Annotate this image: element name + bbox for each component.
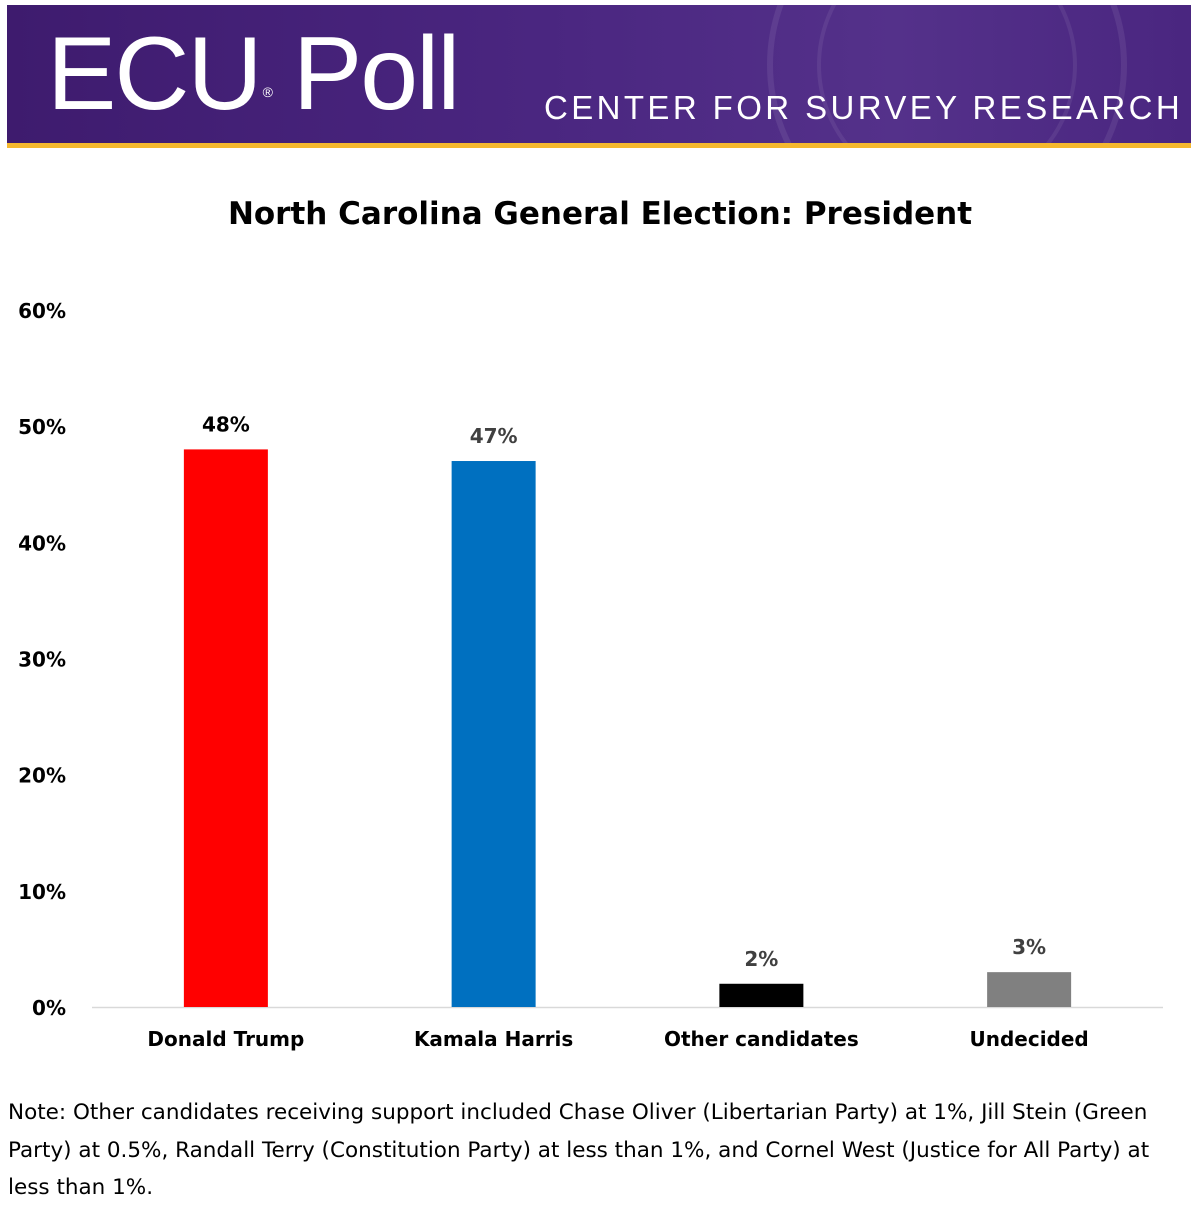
y-tick-label: 50% [18,415,66,439]
registered-mark: ® [262,84,273,100]
banner-gold-stripe [7,143,1191,148]
logo-suffix-text: Poll [292,16,460,132]
x-tick-label: Donald Trump [147,1027,304,1051]
bar [183,449,268,1007]
footnote: Note: Other candidates receiving support… [8,1100,1150,1200]
bar [987,972,1072,1007]
chart-title: North Carolina General Election: Preside… [227,196,973,232]
university-seal-inner-ring [817,5,1077,143]
y-tick-label: 0% [32,996,66,1020]
x-tick-label: Undecided [969,1027,1088,1051]
x-tick-label: Kamala Harris [414,1027,573,1051]
y-tick-label: 60% [18,299,66,323]
data-label: 2% [744,947,778,971]
ecu-poll-logo: ECU ® Poll [47,16,460,132]
university-seal-watermark [767,5,1127,143]
data-label: 47% [470,424,518,448]
x-tick-label: Other candidates [664,1027,859,1051]
data-label: 48% [202,412,250,436]
y-tick-label: 40% [18,531,66,555]
header-banner: ECU ® Poll CENTER FOR SURVEY RESEARCH [7,5,1191,143]
y-tick-label: 30% [18,648,66,672]
bar-chart: 0% 10% 20% 30% 40% 50% 60% 48% Donald Trump 47% Ka… [18,299,1163,1051]
logo-main-text: ECU [47,16,263,132]
y-tick-label: 10% [18,880,66,904]
bar [719,983,804,1007]
y-tick-label: 20% [18,764,66,788]
data-label: 3% [1012,935,1046,959]
bar [451,461,536,1007]
center-tagline: CENTER FOR SURVEY RESEARCH [544,89,1184,126]
